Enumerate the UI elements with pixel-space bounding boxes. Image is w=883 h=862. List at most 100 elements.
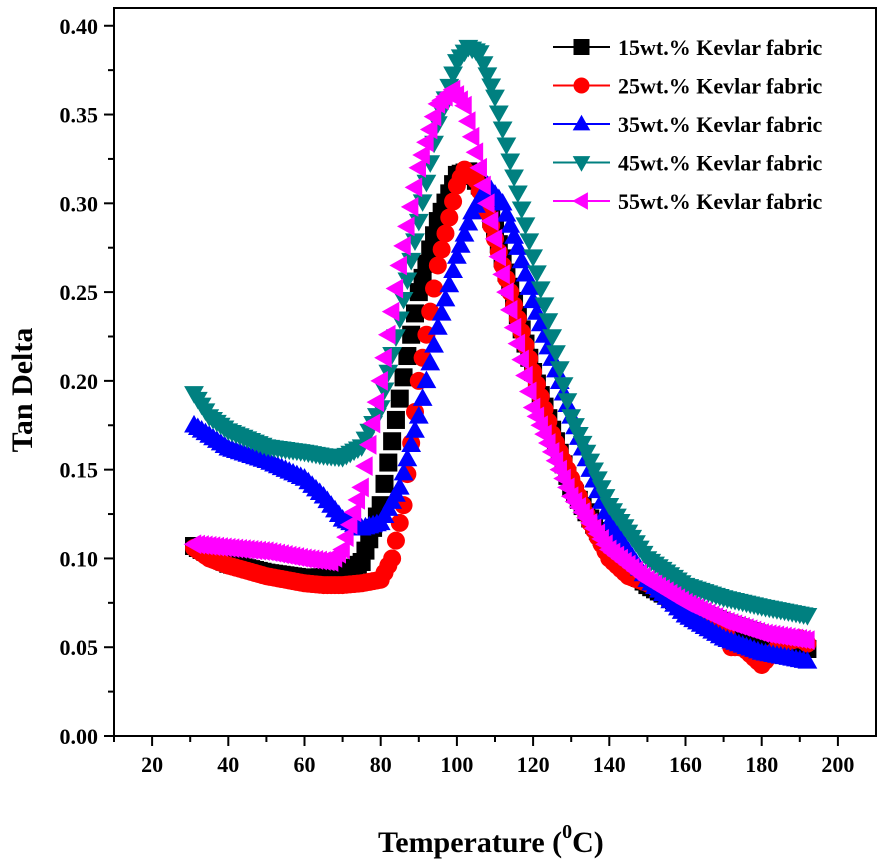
data-point	[572, 435, 593, 454]
series-layer	[183, 39, 818, 674]
y-axis-title: Tan Delta	[6, 328, 39, 453]
x-axis-title-tail: C)	[572, 826, 604, 859]
y-tick-label: 0.15	[60, 458, 99, 483]
data-point	[443, 66, 463, 85]
data-point	[398, 347, 417, 366]
y-tick-label: 0.20	[60, 369, 99, 394]
data-point	[386, 410, 405, 429]
legend-item: 35wt.% Kevlar fabric	[553, 112, 823, 137]
data-point	[393, 236, 411, 256]
data-point	[436, 224, 455, 243]
data-point	[385, 278, 404, 299]
data-point	[511, 250, 532, 269]
data-point	[492, 264, 510, 285]
data-point	[507, 237, 528, 255]
x-axis-title: Temperature (0C)	[378, 821, 604, 859]
data-point	[390, 389, 409, 408]
data-point	[386, 531, 405, 550]
legend-item: 45wt.% Kevlar fabric	[553, 151, 823, 176]
data-point	[519, 233, 540, 251]
data-point	[423, 106, 442, 127]
x-tick-label: 120	[517, 752, 550, 777]
data-point	[405, 420, 425, 438]
y-tick-label: 0.25	[60, 280, 99, 305]
legend-marker	[573, 77, 590, 94]
data-point	[443, 260, 463, 278]
data-point	[492, 121, 513, 140]
data-point	[557, 393, 578, 411]
data-point	[515, 217, 536, 235]
data-point	[797, 651, 818, 669]
data-point	[587, 471, 608, 489]
data-point	[439, 274, 460, 293]
legend-label: 15wt.% Kevlar fabric	[618, 35, 823, 60]
data-point	[480, 211, 499, 231]
data-point	[397, 272, 418, 291]
x-tick-label: 140	[593, 752, 626, 777]
x-tick-label: 200	[821, 752, 854, 777]
legend-label: 35wt.% Kevlar fabric	[618, 112, 823, 137]
data-point	[412, 388, 433, 406]
series-5	[183, 79, 815, 651]
data-point	[523, 290, 543, 309]
x-tick-label: 40	[217, 752, 239, 777]
data-point	[591, 480, 612, 498]
data-point	[432, 240, 451, 259]
legend-label: 45wt.% Kevlar fabric	[618, 151, 823, 176]
legend-item: 25wt.% Kevlar fabric	[553, 74, 823, 99]
data-point	[389, 477, 410, 495]
y-tick-label: 0.40	[60, 14, 99, 39]
legend-marker	[572, 156, 591, 172]
data-point	[351, 477, 369, 498]
x-tick-label: 60	[294, 752, 316, 777]
data-point	[408, 157, 426, 178]
legend-item: 55wt.% Kevlar fabric	[553, 189, 823, 214]
data-point	[519, 277, 540, 295]
data-point	[511, 349, 529, 370]
y-tick-label: 0.00	[60, 724, 99, 749]
data-point	[416, 370, 437, 389]
legend-marker	[572, 192, 588, 210]
data-point	[366, 392, 385, 413]
data-point	[400, 196, 419, 217]
data-point	[546, 345, 566, 363]
data-point	[413, 268, 432, 287]
data-point	[377, 324, 396, 345]
x-tick-label: 160	[669, 752, 702, 777]
data-point	[507, 185, 528, 204]
data-point	[461, 126, 480, 147]
data-point	[402, 325, 421, 344]
data-point	[416, 132, 434, 153]
data-point	[447, 246, 467, 264]
data-point	[485, 89, 505, 108]
data-point	[477, 193, 495, 214]
data-point	[469, 45, 490, 63]
data-point	[584, 462, 604, 481]
data-point	[419, 119, 438, 140]
data-point	[797, 608, 818, 626]
legend-marker	[573, 39, 590, 55]
data-point	[409, 283, 428, 302]
data-point	[500, 153, 521, 172]
data-point	[534, 297, 555, 315]
data-point	[496, 282, 514, 302]
data-point	[355, 456, 373, 477]
x-tick-label: 180	[745, 752, 778, 777]
data-point	[404, 177, 423, 198]
data-point	[347, 489, 366, 510]
data-point	[343, 502, 362, 523]
data-point	[427, 317, 448, 335]
y-tick-label: 0.10	[60, 546, 99, 571]
data-point	[420, 352, 441, 371]
data-point	[444, 192, 463, 211]
data-point	[530, 281, 551, 299]
data-point	[465, 142, 484, 163]
data-point	[542, 329, 563, 347]
data-point	[440, 208, 459, 227]
data-point	[561, 409, 582, 427]
data-point	[332, 539, 350, 560]
data-point	[518, 381, 537, 402]
data-point	[523, 249, 543, 267]
data-point	[412, 145, 430, 165]
data-point	[390, 513, 409, 532]
